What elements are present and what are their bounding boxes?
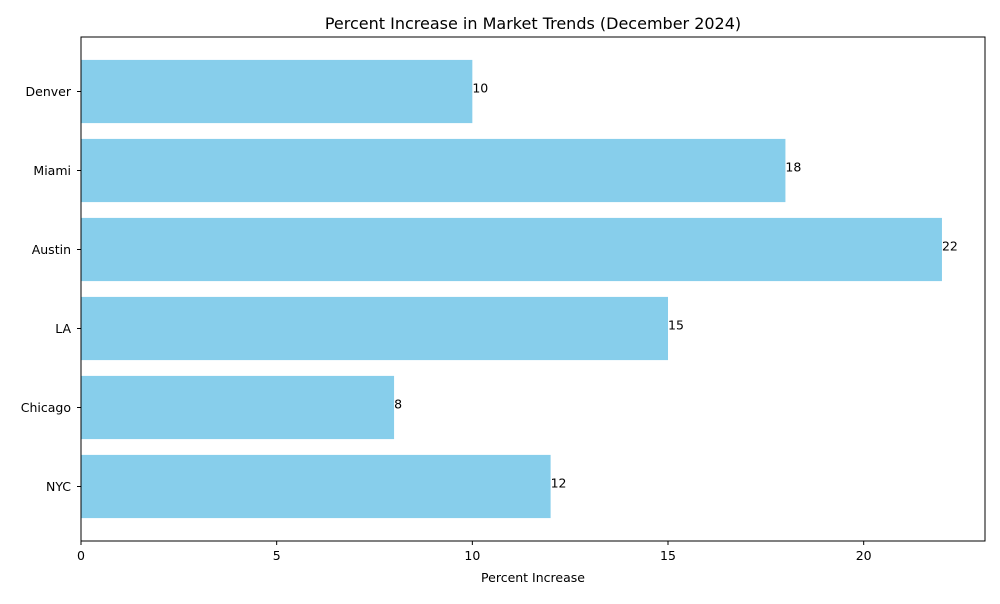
x-tick-label-5: 5 (273, 548, 281, 563)
axes-layer: NYC Chicago LA Austin Miami Denver 0 5 10 15 20 (21, 84, 872, 563)
x-tick-label-15: 15 (660, 548, 676, 563)
y-tick-label-nyc: NYC (46, 479, 71, 494)
data-label-la: 15 (668, 317, 684, 332)
data-label-denver: 10 (472, 81, 488, 96)
bar-la (81, 296, 669, 361)
x-axis-label: Percent Increase (481, 570, 585, 585)
x-tick-label-20: 20 (856, 548, 872, 563)
y-tick-label-miami: Miami (33, 163, 71, 178)
chart-title: Percent Increase in Market Trends (Decem… (325, 14, 741, 33)
y-tick-label-la: LA (55, 321, 71, 336)
bar-chicago (81, 375, 395, 440)
bar-nyc (81, 454, 551, 519)
y-tick-label-denver: Denver (26, 84, 72, 99)
data-label-austin: 22 (942, 239, 958, 254)
x-tick-label-0: 0 (77, 548, 85, 563)
bar-miami (81, 138, 786, 203)
y-tick-label-austin: Austin (32, 242, 71, 257)
data-label-chicago: 8 (394, 396, 402, 411)
bar-denver (81, 59, 473, 124)
y-tick-label-chicago: Chicago (21, 400, 71, 415)
bars-layer (81, 59, 942, 519)
data-label-miami: 18 (785, 160, 801, 175)
x-tick-label-10: 10 (464, 548, 480, 563)
data-label-nyc: 12 (551, 475, 567, 490)
plot-frame (80, 36, 986, 542)
data-labels-layer: 12 8 15 22 18 10 (394, 81, 958, 491)
bar-austin (81, 217, 942, 282)
